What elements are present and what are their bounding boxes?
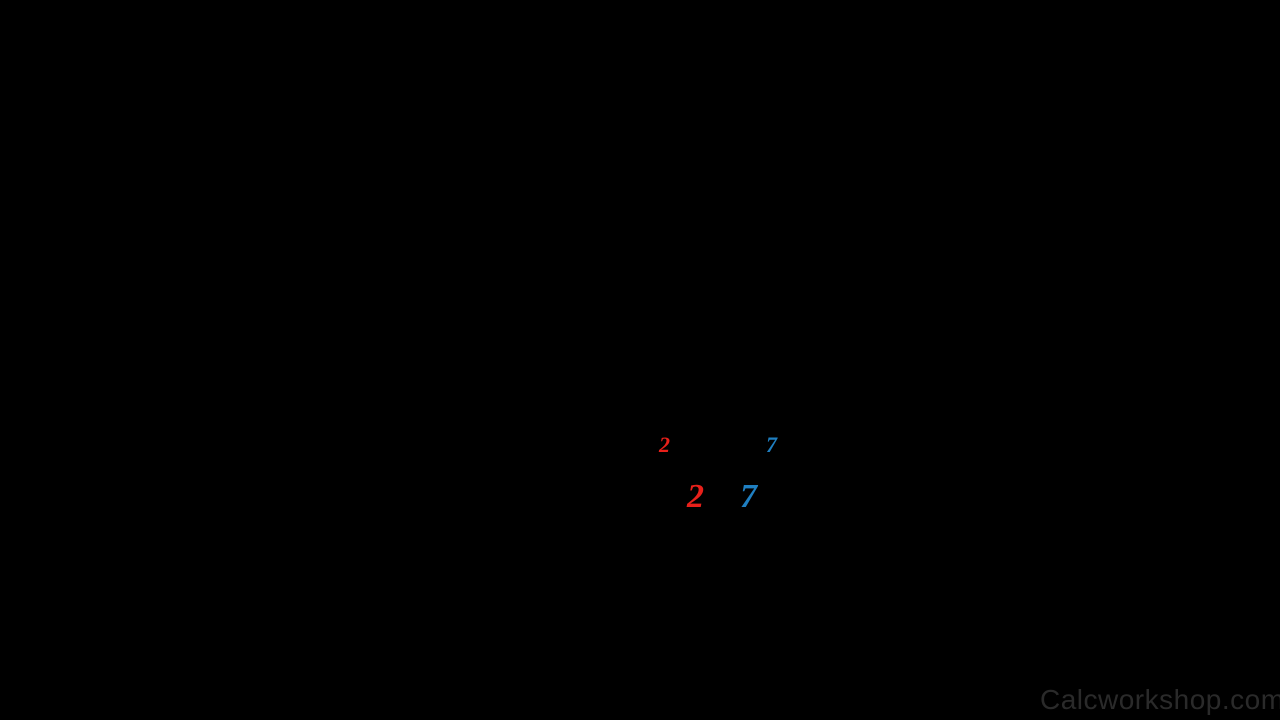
number-small-red: 2 — [659, 434, 670, 456]
number-small-blue: 7 — [766, 434, 777, 456]
watermark-text: Calcworkshop.com — [1040, 684, 1280, 716]
number-big-blue: 7 — [740, 480, 757, 514]
number-big-red: 2 — [687, 480, 704, 514]
